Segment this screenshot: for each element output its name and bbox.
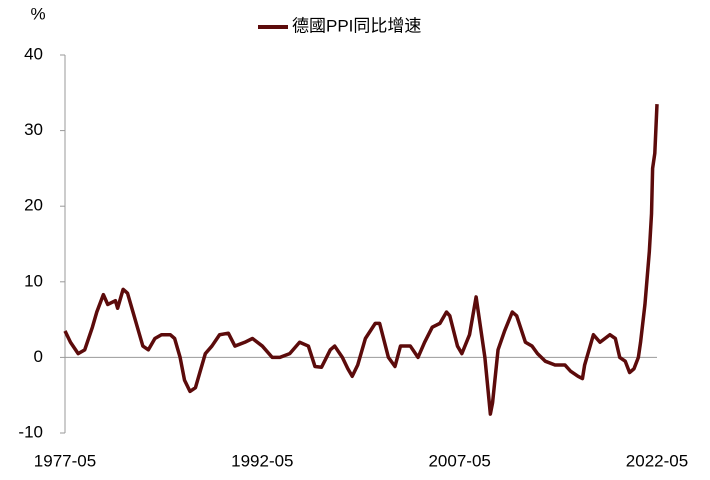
line <box>63 104 659 416</box>
y-tick-label: 30 <box>24 120 43 139</box>
y-tick-label: 0 <box>34 347 43 366</box>
x-tick-label: 2007-05 <box>428 451 490 470</box>
y-tick-label: 10 <box>24 271 43 290</box>
x-tick-label: 2022-05 <box>626 451 688 470</box>
legend-label: 德國PPI同比增速 <box>292 16 421 35</box>
y-axis-label: % <box>30 4 45 23</box>
x-tick-label: 1977-05 <box>34 451 96 470</box>
x-tick-label: 1992-05 <box>231 451 293 470</box>
y-tick-label: 40 <box>24 44 43 63</box>
y-tick-label: 20 <box>24 196 43 215</box>
y-tick-label: -10 <box>18 422 43 441</box>
